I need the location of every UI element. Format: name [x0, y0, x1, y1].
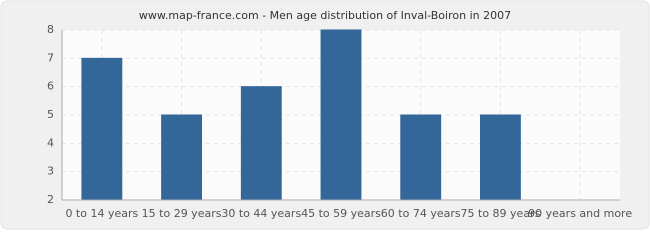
x-tick-label: 30 to 44 years [221, 207, 301, 220]
x-tick-label: 0 to 14 years [65, 207, 138, 220]
bar [161, 114, 202, 201]
x-tick-label: 75 to 89 years [461, 207, 541, 220]
x-tick-label: 90 years and more [528, 207, 632, 220]
y-tick-label: 8 [47, 23, 54, 36]
y-tick-label: 4 [47, 136, 54, 149]
bar [81, 57, 123, 201]
bar [240, 86, 282, 201]
y-tick-label: 7 [47, 51, 54, 64]
y-tick-label: 5 [47, 108, 54, 121]
chart: www.map-france.com - Men age distributio… [0, 0, 650, 230]
bar [480, 114, 521, 201]
x-tick-label: 15 to 29 years [142, 207, 222, 220]
y-tick-label: 2 [47, 193, 54, 206]
bar [320, 29, 362, 201]
x-tick-label: 45 to 59 years [301, 207, 381, 220]
y-tick-label: 6 [47, 80, 54, 93]
y-tick-label: 3 [47, 165, 54, 178]
chart-title: www.map-france.com - Men age distributio… [139, 9, 511, 22]
bar [400, 114, 442, 201]
page: www.map-france.com - Men age distributio… [0, 0, 650, 230]
x-tick-label: 60 to 74 years [381, 207, 461, 220]
